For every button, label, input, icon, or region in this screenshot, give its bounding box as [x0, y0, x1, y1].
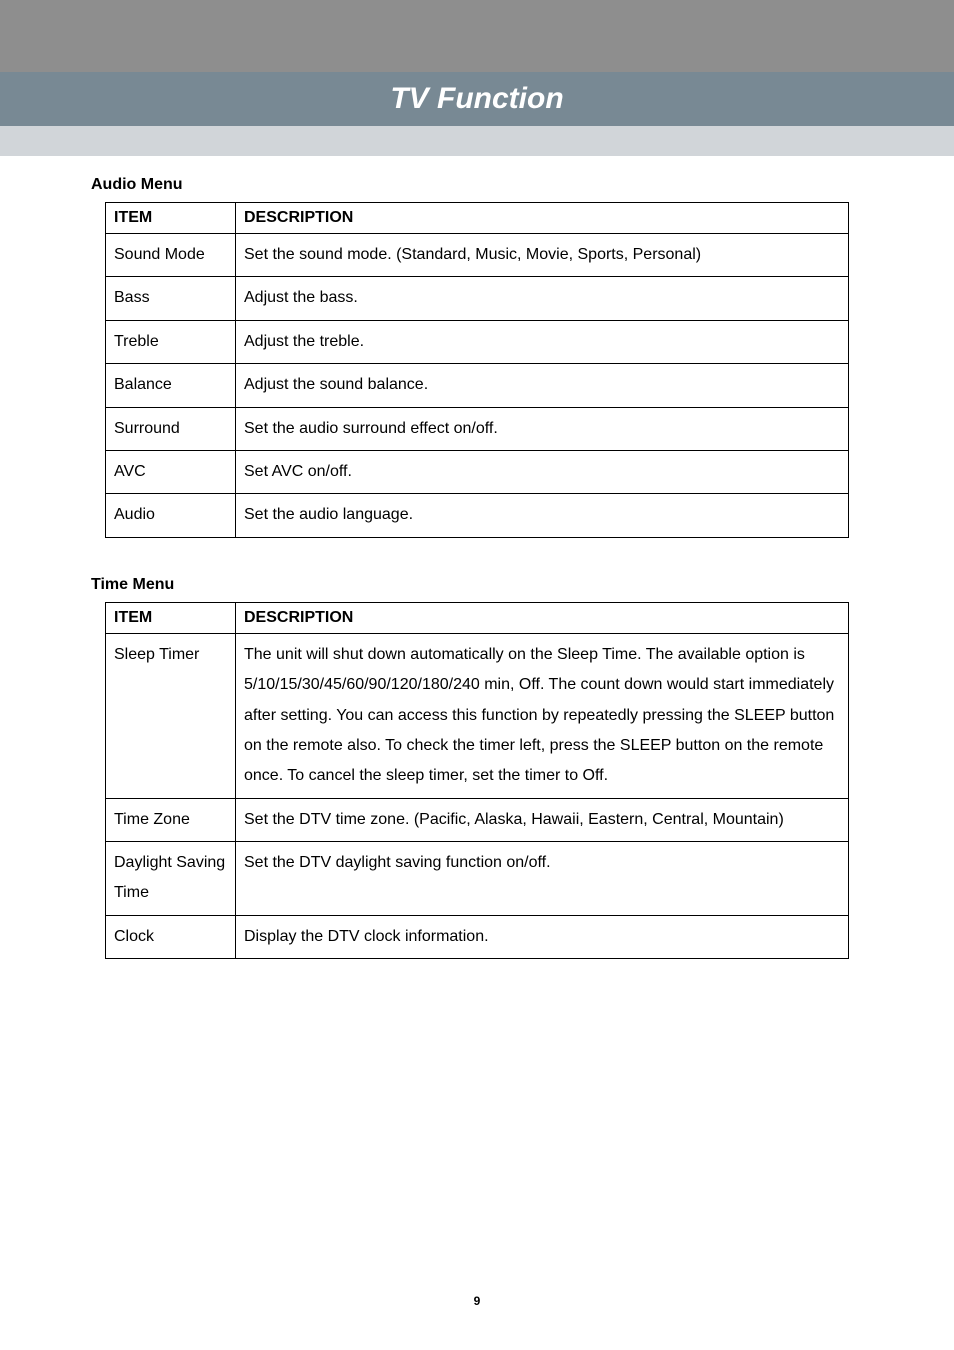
- cell-desc: Display the DTV clock information.: [236, 915, 849, 958]
- table-row: AVC Set AVC on/off.: [106, 450, 849, 493]
- content: Audio Menu ITEM DESCRIPTION Sound Mode S…: [0, 156, 954, 959]
- cell-desc: Set AVC on/off.: [236, 450, 849, 493]
- audio-menu-table: ITEM DESCRIPTION Sound Mode Set the soun…: [105, 202, 849, 538]
- table-row: Sound Mode Set the sound mode. (Standard…: [106, 234, 849, 277]
- table-header-row: ITEM DESCRIPTION: [106, 602, 849, 633]
- cell-item: Sound Mode: [106, 234, 236, 277]
- table-row: Sleep Timer The unit will shut down auto…: [106, 633, 849, 798]
- table-row: Audio Set the audio language.: [106, 494, 849, 537]
- col-header-desc: DESCRIPTION: [236, 602, 849, 633]
- cell-desc: Adjust the sound balance.: [236, 364, 849, 407]
- table-row: Surround Set the audio surround effect o…: [106, 407, 849, 450]
- sub-bar: [0, 126, 954, 156]
- cell-desc: Set the sound mode. (Standard, Music, Mo…: [236, 234, 849, 277]
- cell-desc: Set the audio surround effect on/off.: [236, 407, 849, 450]
- table-row: Treble Adjust the treble.: [106, 320, 849, 363]
- col-header-item: ITEM: [106, 602, 236, 633]
- cell-desc: Set the DTV daylight saving function on/…: [236, 842, 849, 916]
- page-title: TV Function: [390, 82, 563, 116]
- page-number: 9: [0, 1294, 954, 1308]
- table-row: Daylight Saving Time Set the DTV dayligh…: [106, 842, 849, 916]
- cell-desc: Set the audio language.: [236, 494, 849, 537]
- cell-desc: Set the DTV time zone. (Pacific, Alaska,…: [236, 798, 849, 841]
- cell-item: Time Zone: [106, 798, 236, 841]
- cell-item: AVC: [106, 450, 236, 493]
- cell-item: Sleep Timer: [106, 633, 236, 798]
- table-row: Clock Display the DTV clock information.: [106, 915, 849, 958]
- table-row: Time Zone Set the DTV time zone. (Pacifi…: [106, 798, 849, 841]
- table-row: Bass Adjust the bass.: [106, 277, 849, 320]
- cell-item: Clock: [106, 915, 236, 958]
- cell-item: Surround: [106, 407, 236, 450]
- time-menu-table: ITEM DESCRIPTION Sleep Timer The unit wi…: [105, 602, 849, 960]
- title-bar: TV Function: [0, 72, 954, 126]
- cell-item: Treble: [106, 320, 236, 363]
- cell-item: Bass: [106, 277, 236, 320]
- time-menu-heading: Time Menu: [91, 576, 849, 594]
- cell-item: Audio: [106, 494, 236, 537]
- cell-desc: Adjust the treble.: [236, 320, 849, 363]
- table-header-row: ITEM DESCRIPTION: [106, 203, 849, 234]
- cell-item: Daylight Saving Time: [106, 842, 236, 916]
- col-header-item: ITEM: [106, 203, 236, 234]
- audio-menu-heading: Audio Menu: [91, 176, 849, 194]
- cell-desc: The unit will shut down automatically on…: [236, 633, 849, 798]
- cell-desc: Adjust the bass.: [236, 277, 849, 320]
- cell-item: Balance: [106, 364, 236, 407]
- top-bar: [0, 0, 954, 72]
- col-header-desc: DESCRIPTION: [236, 203, 849, 234]
- table-row: Balance Adjust the sound balance.: [106, 364, 849, 407]
